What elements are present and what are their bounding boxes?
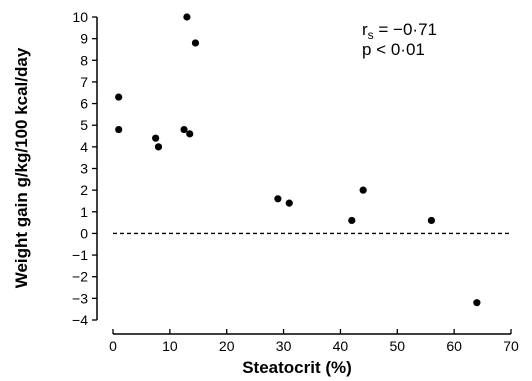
x-tick-label: 60 xyxy=(446,338,462,354)
x-ticks: 0 10 20 30 40 50 60 70 xyxy=(109,329,519,354)
data-points xyxy=(115,13,481,307)
y-tick-label: 6 xyxy=(80,96,88,112)
x-tick-label: 10 xyxy=(162,338,178,354)
y-tick-label: 1 xyxy=(80,204,88,220)
y-tick-label: −2 xyxy=(72,269,88,285)
rs-label: r xyxy=(362,20,368,39)
data-point xyxy=(180,125,188,134)
y-tick-label: 9 xyxy=(80,31,88,47)
correlation-annotation: rs = −0·71 xyxy=(362,20,437,42)
data-point xyxy=(274,195,282,203)
data-point xyxy=(115,125,123,134)
x-tick-label: 70 xyxy=(503,338,519,354)
x-tick-label: 0 xyxy=(109,338,117,354)
rs-subscript: s xyxy=(368,28,374,42)
data-point xyxy=(191,39,200,47)
y-tick-label: 7 xyxy=(80,74,88,90)
y-tick-label: 0 xyxy=(80,225,88,241)
y-tick-label: 2 xyxy=(80,182,88,198)
y-tick-label: −1 xyxy=(72,247,88,263)
data-point xyxy=(152,134,160,142)
data-point xyxy=(186,130,194,138)
p-value-annotation: p < 0·01 xyxy=(362,40,425,59)
y-tick-label: 3 xyxy=(80,161,88,177)
y-axis-label: Weight gain g/kg/100 kcal/day xyxy=(12,47,31,288)
data-point xyxy=(427,216,435,225)
x-axis: 0 10 20 30 40 50 60 70 xyxy=(109,329,519,354)
data-point xyxy=(115,93,123,101)
x-tick-label: 20 xyxy=(219,338,235,354)
data-point xyxy=(183,13,191,21)
data-point xyxy=(348,216,356,225)
x-axis-label: Steatocrit (%) xyxy=(242,358,352,377)
y-tick-label: 4 xyxy=(80,139,88,155)
rs-value: = −0·71 xyxy=(374,20,437,39)
x-tick-label: 50 xyxy=(389,338,405,354)
y-tick-label: 10 xyxy=(72,9,88,25)
y-tick-label: −3 xyxy=(72,290,88,306)
data-point xyxy=(285,199,293,207)
data-point xyxy=(473,299,481,307)
data-point xyxy=(359,186,367,194)
y-tick-label: 5 xyxy=(80,117,88,133)
y-tick-label: 8 xyxy=(80,52,88,68)
y-tick-label: −4 xyxy=(72,312,88,328)
x-tick-label: 30 xyxy=(276,338,292,354)
data-point xyxy=(154,143,163,151)
x-tick-label: 40 xyxy=(333,338,349,354)
